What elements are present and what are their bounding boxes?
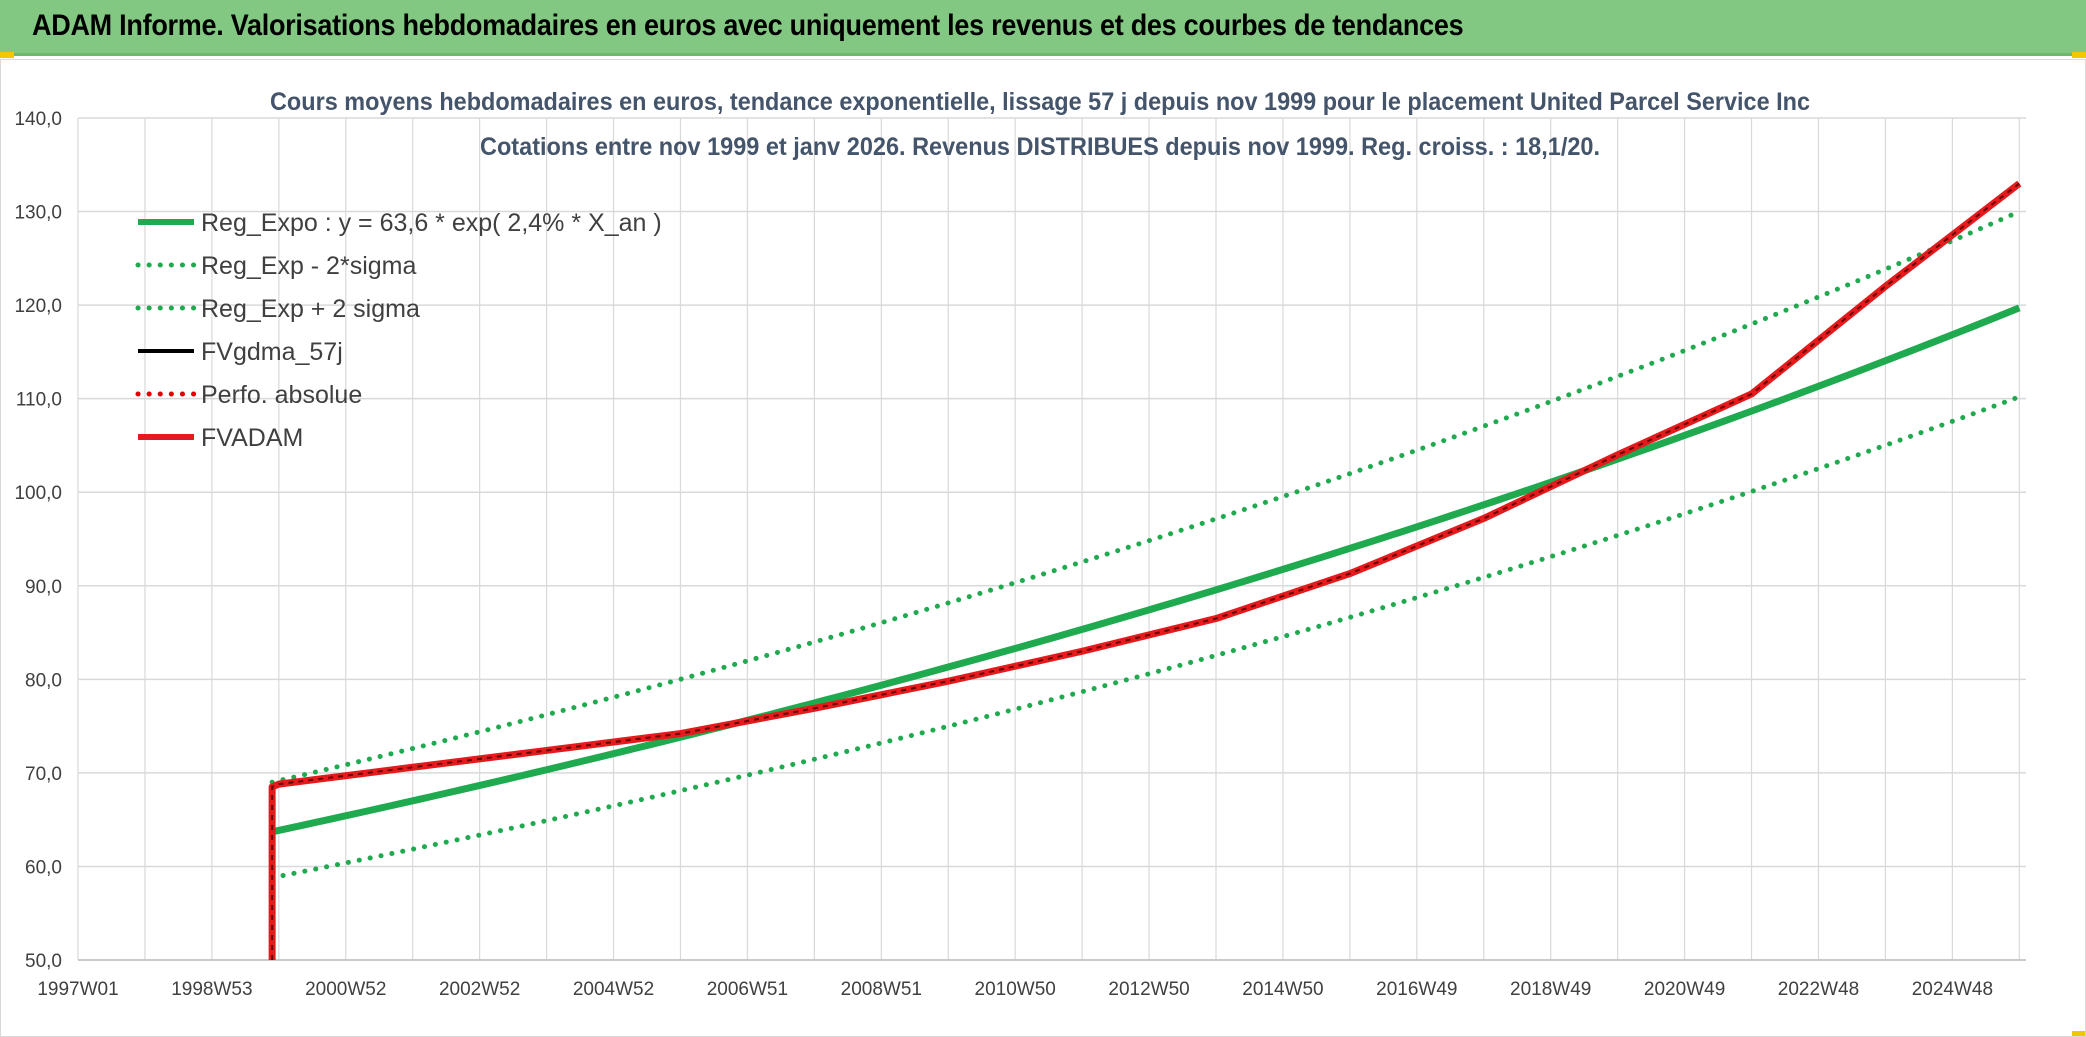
series-line-1 [269,394,2022,881]
y-tick-label: 130,0 [14,203,62,224]
y-tick-label: 90,0 [25,577,62,598]
x-tick-label: 2018W49 [1510,979,1591,1000]
series-fvadam-overlay [271,182,2020,960]
series-line-2 [269,209,2022,785]
grid-lines [77,117,2026,961]
x-tick-label: 2002W52 [439,979,520,1000]
y-tick-label: 100,0 [14,483,62,504]
y-tick-label: 50,0 [25,951,62,972]
x-tick-label: 2016W49 [1376,979,1457,1000]
x-tick-label: 2008W51 [841,979,922,1000]
x-tick-label: 2004W52 [573,979,654,1000]
x-tick-label: 2024W48 [1912,979,1993,1000]
x-tick-label: 2000W52 [305,979,386,1000]
corner-mark-left [0,52,14,58]
series-lines [268,180,2022,960]
legend-label: Reg_Exp + 2 sigma [201,295,420,323]
y-tick-label: 70,0 [25,764,62,785]
series-line-0 [271,304,2021,836]
y-tick-label: 120,0 [14,296,62,317]
y-axis-ticks: 50,0 60,0 70,0 80,0 90,0 100,0 110,0 120,0 130,0… [14,109,62,972]
x-tick-label: 1998W53 [171,979,252,1000]
chart-subtitle: Cotations entre nov 1999 et janv 2026. R… [480,133,1600,161]
x-tick-label: 2014W50 [1242,979,1323,1000]
y-tick-label: 140,0 [14,109,62,130]
legend: Reg_Expo : y = 63,6 * exp( 2,4% * X_an )… [135,209,662,452]
series-fvadam [268,180,2022,960]
legend-label: Perfo. absolue [201,381,362,409]
x-tick-label: 2006W51 [707,979,788,1000]
y-tick-label: 80,0 [25,670,62,691]
report-banner: ADAM Informe. Valorisations hebdomadaire… [0,0,2086,56]
chart-title: Cours moyens hebdomadaires en euros, ten… [270,88,1810,116]
y-tick-label: 110,0 [16,390,62,411]
x-tick-label: 2010W50 [975,979,1056,1000]
x-tick-label: 2020W49 [1644,979,1725,1000]
x-tick-label: 1997W01 [37,979,118,1000]
corner-mark-right [2072,52,2086,58]
y-tick-label: 60,0 [25,857,62,878]
x-tick-label: 2012W50 [1108,979,1189,1000]
legend-label: FVgdma_57j [201,338,343,366]
corner-mark-bottom-right [2072,1031,2086,1037]
x-axis-ticks: 1997W01 1998W53 2000W52 2002W52 2004W52 2006W… [37,979,1993,1000]
legend-label: FVADAM [201,424,303,452]
legend-label: Reg_Expo : y = 63,6 * exp( 2,4% * X_an ) [201,209,662,237]
report-title: ADAM Informe. Valorisations hebdomadaire… [32,9,1464,42]
legend-label: Reg_Exp - 2*sigma [201,252,416,280]
x-tick-label: 2022W48 [1778,979,1859,1000]
